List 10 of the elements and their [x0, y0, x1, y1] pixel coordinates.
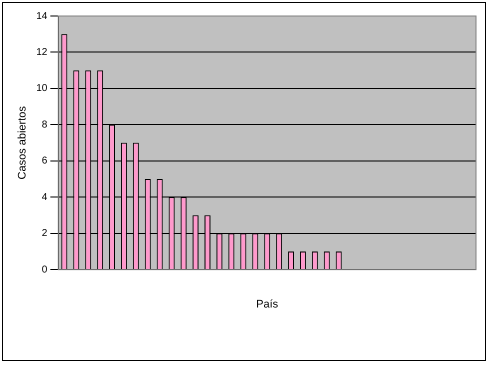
y-tick-label: 8: [42, 119, 48, 130]
y-tick-label: 12: [36, 46, 48, 58]
y-tick-label: 4: [42, 192, 48, 203]
y-axis-title: Casos abiertos: [16, 106, 29, 180]
y-tick-label: 14: [36, 10, 48, 22]
y-tick-label: 0: [42, 264, 48, 276]
y-tick-label: 2: [42, 228, 48, 240]
y-tick-label: 10: [36, 83, 48, 94]
x-axis-title: País: [256, 298, 279, 310]
y-tick-label: 6: [42, 156, 48, 167]
